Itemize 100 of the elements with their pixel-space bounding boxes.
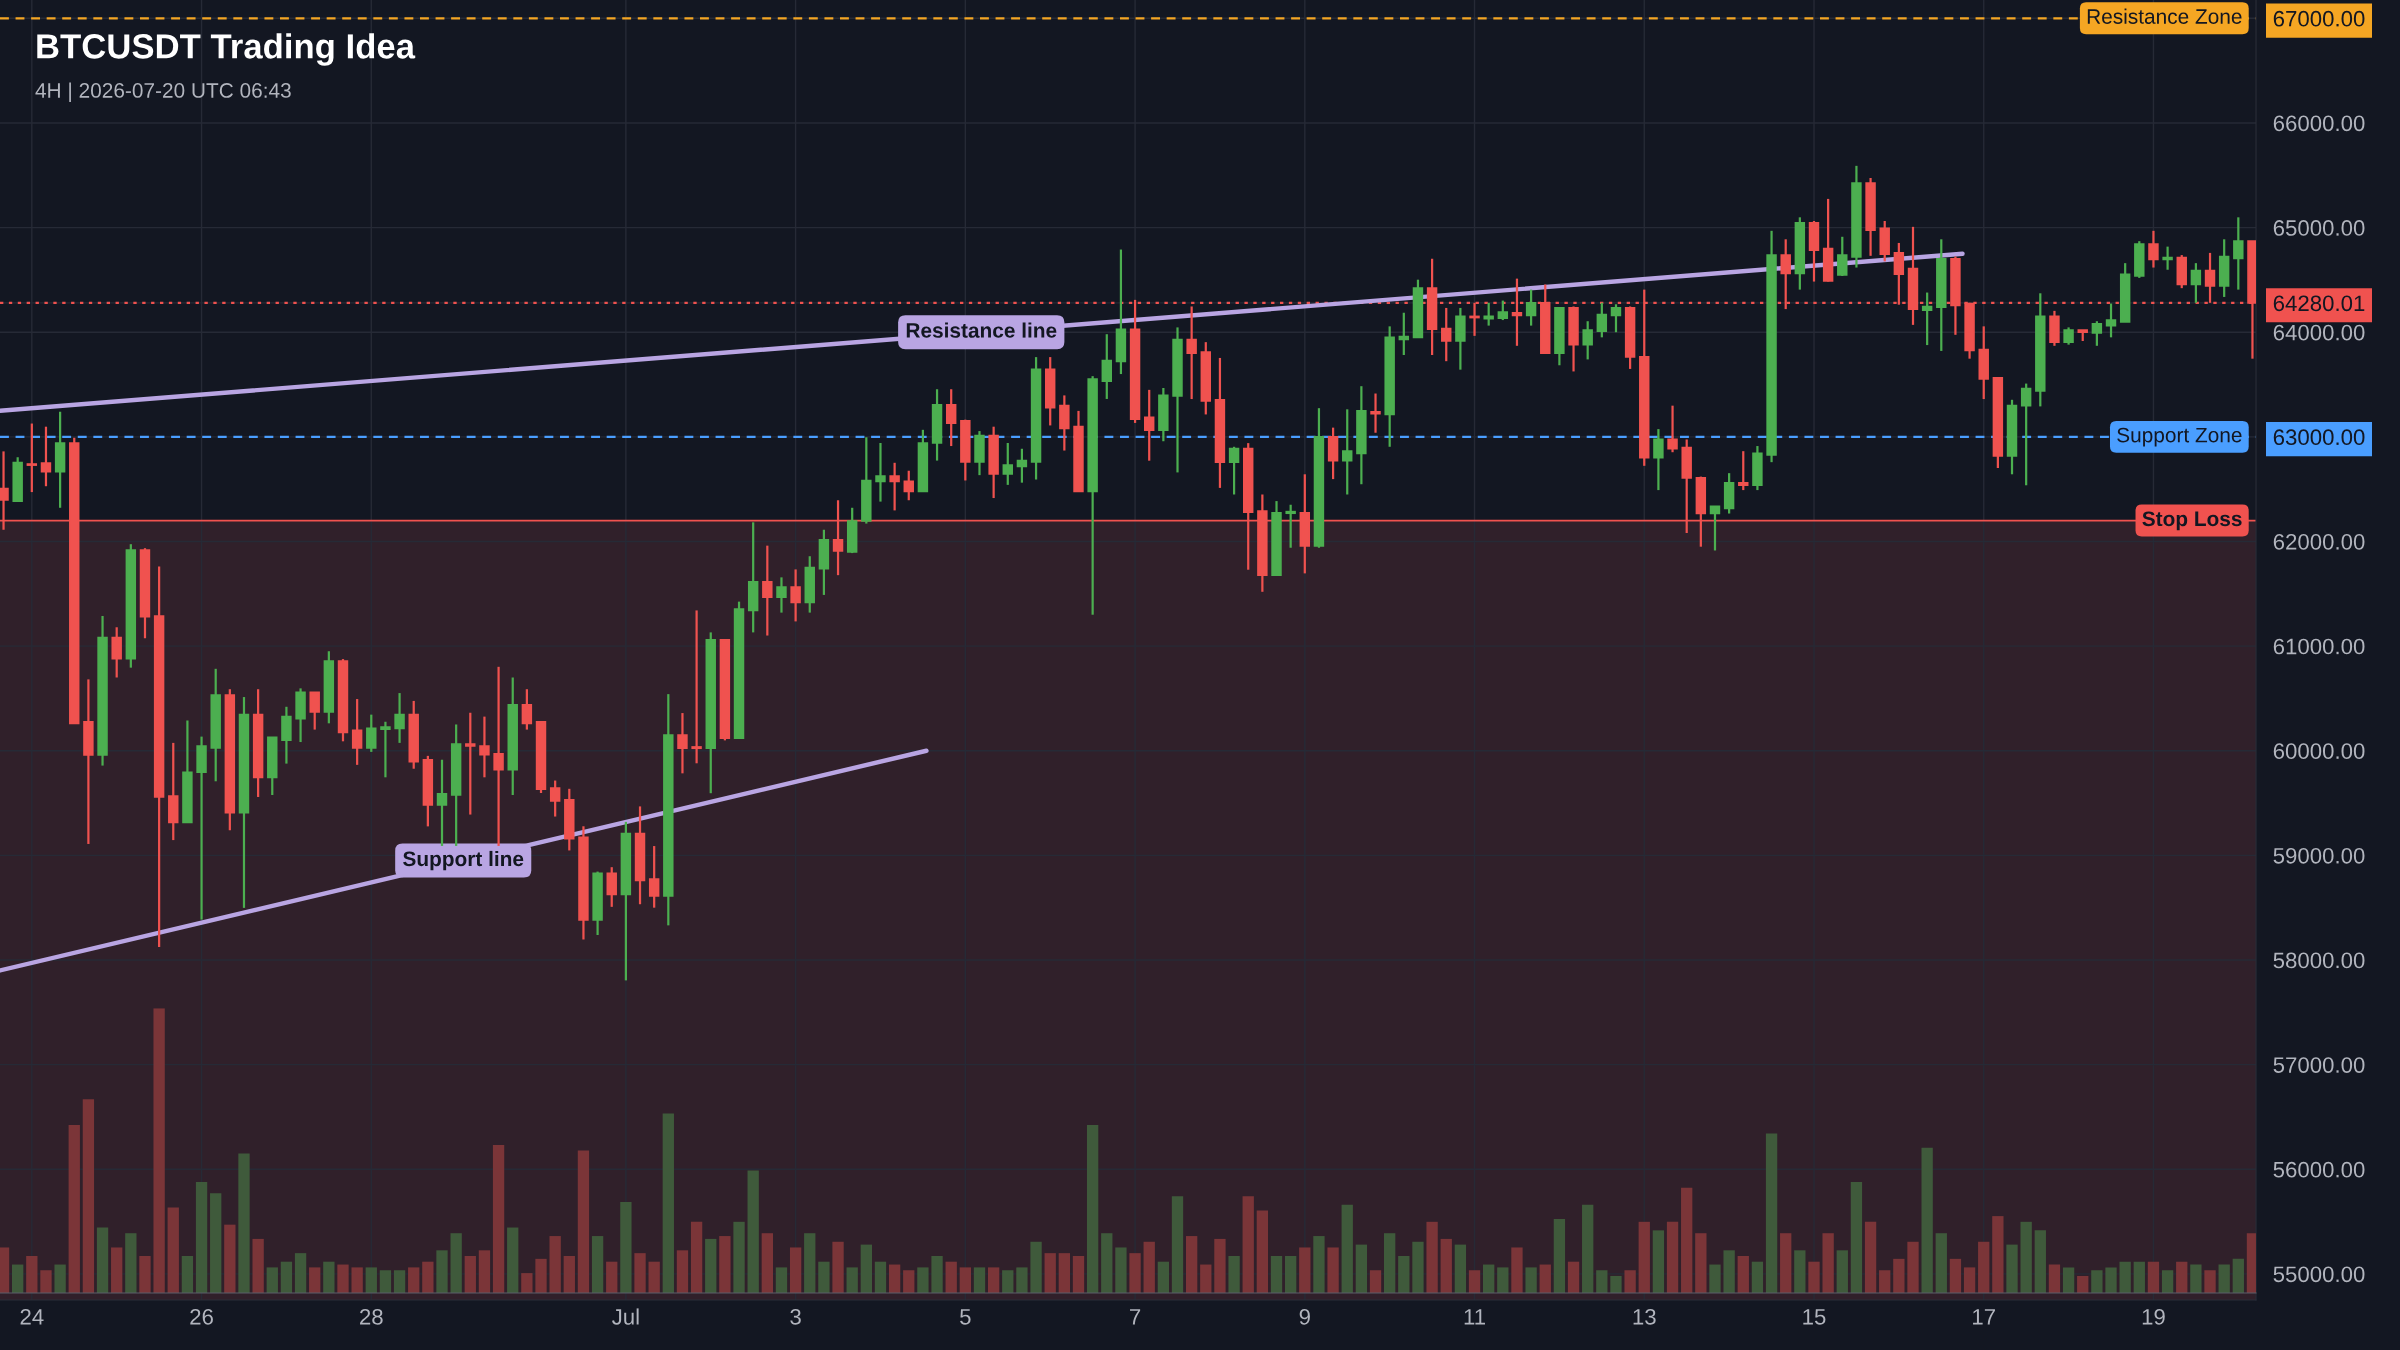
bar — [153, 1008, 165, 1294]
bar — [2161, 1270, 2174, 1294]
bar — [1426, 1221, 1438, 1294]
bar — [521, 1273, 533, 1294]
bar — [1751, 1261, 1764, 1294]
candlestick — [1370, 392, 1381, 434]
x-tick-label: 26 — [190, 1308, 213, 1325]
bar — [2006, 1244, 2018, 1294]
candlestick — [366, 713, 377, 753]
bar — [2204, 1270, 2216, 1294]
candlestick — [903, 469, 914, 502]
bar — [1695, 1233, 1707, 1294]
bar — [436, 1250, 448, 1294]
bar — [818, 1261, 830, 1294]
bar — [1652, 1230, 1665, 1294]
bar — [2105, 1267, 2117, 1294]
bar — [224, 1224, 236, 1294]
bar — [1242, 1196, 1254, 1294]
text: 4H | 2026-07-20 UTC 06:43 — [35, 82, 291, 103]
candlestick — [281, 705, 292, 765]
bar — [82, 1099, 95, 1294]
bar — [238, 1153, 250, 1294]
bar — [125, 1233, 137, 1294]
bar — [804, 1233, 816, 1294]
candlestick — [1738, 450, 1749, 492]
candlestick — [111, 626, 122, 679]
x-tick-label: Jul — [612, 1308, 639, 1325]
bar — [846, 1267, 858, 1294]
candlestick — [790, 568, 801, 623]
candlestick — [648, 844, 660, 909]
bar — [761, 1233, 773, 1294]
bar — [1129, 1253, 1141, 1294]
bar — [2034, 1230, 2046, 1294]
bar — [1143, 1241, 1155, 1294]
x-tick-label: 19 — [2142, 1308, 2165, 1325]
bar — [40, 1270, 52, 1294]
bar — [450, 1233, 462, 1294]
candlestick — [309, 691, 320, 731]
bar — [1115, 1247, 1127, 1294]
bar — [266, 1267, 278, 1294]
bar — [1355, 1244, 1368, 1294]
bar — [1157, 1261, 1170, 1294]
bar — [0, 1247, 10, 1294]
y-tick-label: 55000.00 — [2273, 1266, 2365, 1283]
y-tick-label: 61000.00 — [2273, 638, 2365, 655]
bar — [577, 1150, 590, 1294]
candlestick — [1059, 394, 1070, 452]
x-tick-label: 11 — [1464, 1309, 1485, 1325]
bar — [309, 1267, 321, 1294]
candlestick — [1596, 301, 1608, 339]
bar — [620, 1201, 632, 1294]
candlestick — [1709, 505, 1721, 552]
bar — [2048, 1264, 2061, 1294]
bar — [323, 1261, 335, 1294]
bar — [1978, 1241, 1990, 1294]
bar — [2190, 1264, 2202, 1294]
candlestick — [1101, 333, 1113, 401]
bar — [111, 1247, 123, 1294]
y-tick-label: 65000.00 — [2273, 220, 2365, 236]
y-tick-label: 67000.00 — [2273, 10, 2365, 27]
candlestick — [1143, 388, 1155, 462]
x-tick-label: 17 — [1973, 1309, 1995, 1325]
candlestick — [351, 697, 363, 766]
candlestick — [1653, 427, 1664, 492]
bar — [1737, 1256, 1749, 1294]
bar — [478, 1250, 491, 1294]
bar — [1723, 1250, 1735, 1294]
bar — [181, 1256, 194, 1294]
bar — [591, 1236, 604, 1294]
series-label: Resistance line — [906, 322, 1057, 338]
bar — [648, 1261, 660, 1294]
bar — [1398, 1256, 1410, 1294]
candlestick — [2233, 216, 2244, 291]
bar — [1709, 1264, 1721, 1294]
bar — [789, 1247, 802, 1294]
bar — [535, 1258, 547, 1294]
bar — [294, 1253, 307, 1294]
x-tick-label: 7 — [1130, 1309, 1141, 1325]
candlestick — [1667, 404, 1678, 454]
bar — [1270, 1256, 1283, 1294]
bar — [1214, 1238, 1226, 1294]
y-tick-label: 60000.00 — [2273, 743, 2365, 759]
x-tick-label: 15 — [1803, 1309, 1826, 1325]
candlestick — [1002, 441, 1013, 486]
bar — [1511, 1247, 1523, 1294]
bar — [1468, 1270, 1481, 1294]
x-tick-label: 3 — [790, 1308, 801, 1325]
bar — [1963, 1267, 1976, 1294]
bar — [987, 1267, 1000, 1294]
bar — [1921, 1147, 1933, 1294]
candlestick — [465, 711, 476, 816]
candlestick — [549, 779, 561, 818]
bar — [2062, 1267, 2075, 1294]
x-tick-label: 13 — [1633, 1308, 1656, 1325]
candlestick — [1582, 320, 1593, 361]
bar — [507, 1227, 519, 1294]
bar — [1384, 1233, 1396, 1294]
bar — [379, 1270, 392, 1294]
candlestick — [1186, 305, 1197, 401]
candlestick — [1525, 288, 1537, 327]
